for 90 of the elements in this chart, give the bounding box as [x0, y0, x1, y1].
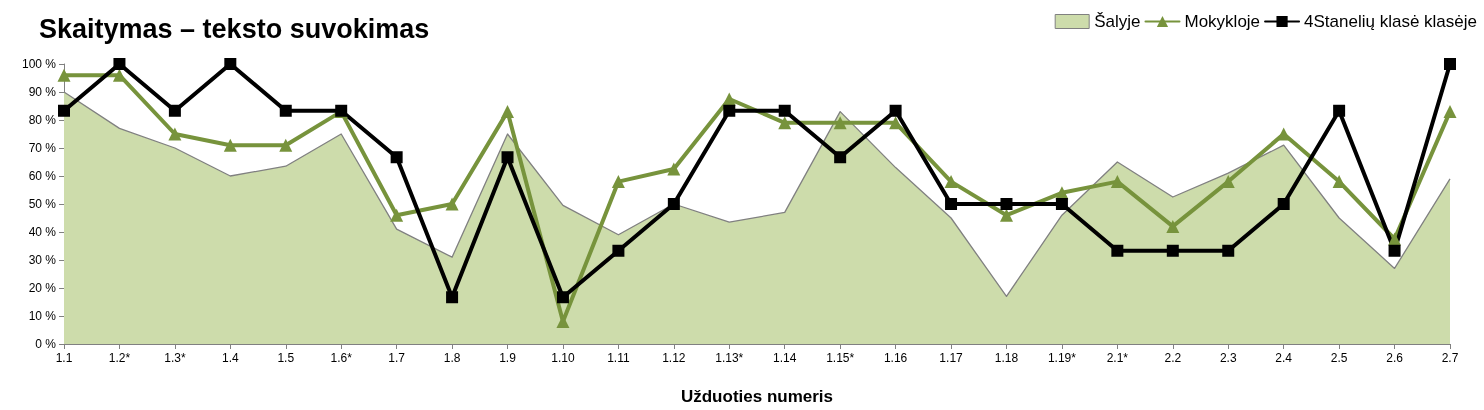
- point: [834, 151, 847, 164]
- point: [778, 104, 791, 117]
- point: [999, 208, 1013, 222]
- legend-label: 4Stanelių klasė klasėje: [1304, 12, 1478, 31]
- point: [1388, 244, 1401, 257]
- x-tick-label: 2.1*: [1106, 351, 1129, 365]
- point: [833, 116, 847, 130]
- y-tick-label: 100 %: [21, 57, 57, 71]
- x-tick-label: 2.4: [1275, 351, 1293, 365]
- point: [58, 104, 70, 117]
- x-tick-label: 1.4: [221, 351, 239, 365]
- x-tick-label: 2.5: [1330, 351, 1348, 365]
- x-tick-label: 1.14: [773, 351, 797, 365]
- x-tick-label: 1.3*: [164, 351, 186, 365]
- x-tick-label: 2.2: [1164, 351, 1182, 365]
- x-tick-label: 1.13*: [715, 351, 744, 365]
- y-tick-label: 0 %: [35, 337, 57, 351]
- y-tick-label: 10 %: [28, 309, 57, 323]
- point: [57, 68, 71, 82]
- point: [1110, 175, 1124, 189]
- x-tick-label: 1.18: [994, 351, 1019, 365]
- point: [223, 138, 237, 152]
- x-tick-label: 1.1: [55, 351, 73, 365]
- y-tick-label: 30 %: [28, 253, 57, 267]
- y-tick-label: 40 %: [28, 225, 57, 239]
- point: [279, 138, 293, 152]
- y-tick-label: 20 %: [28, 281, 57, 295]
- x-tick-label: 2.6: [1386, 351, 1404, 365]
- x-tick-label: 1.12: [662, 351, 686, 365]
- point: [667, 162, 681, 176]
- point: [945, 198, 958, 210]
- point: [168, 104, 181, 117]
- point: [390, 208, 404, 222]
- point: [1333, 104, 1346, 117]
- legend-label: Šalyje: [1094, 12, 1141, 31]
- x-tick-label: 1.7: [388, 351, 406, 365]
- x-tick-label: 1.2*: [108, 351, 131, 365]
- x-tick-label: 1.5: [277, 351, 295, 365]
- point: [723, 104, 736, 117]
- point: [1222, 244, 1235, 257]
- x-tick-label: 1.11: [607, 351, 630, 365]
- point: [1444, 58, 1456, 70]
- point: [446, 291, 459, 304]
- x-tick-label: 1.16: [883, 351, 908, 365]
- x-tick-label: 1.19*: [1047, 351, 1077, 365]
- point: [224, 58, 237, 70]
- point: [1277, 198, 1290, 210]
- point: [944, 175, 958, 189]
- y-tick-label: 70 %: [28, 141, 57, 155]
- x-tick-label: 1.9: [499, 351, 517, 365]
- point: [501, 105, 515, 119]
- point: [1277, 127, 1291, 141]
- point: [1166, 219, 1180, 233]
- x-tick-label: 1.8: [443, 351, 461, 365]
- point: [778, 116, 792, 130]
- point: [722, 92, 736, 106]
- point: [556, 291, 569, 304]
- x-tick-label: 2.3: [1219, 351, 1237, 365]
- point: [390, 151, 403, 164]
- point: [1388, 232, 1402, 246]
- point: [279, 104, 292, 117]
- point: [445, 197, 459, 211]
- point: [612, 244, 625, 257]
- point: [1055, 198, 1068, 210]
- y-tick-label: 80 %: [28, 113, 57, 127]
- x-tick-label: 1.17: [939, 351, 964, 365]
- x-axis-title: Užduoties numeris: [680, 387, 834, 406]
- point: [1443, 105, 1457, 119]
- x-tick-label: 1.10: [551, 351, 575, 365]
- y-tick-label: 60 %: [28, 169, 57, 183]
- x-tick-label: 2.7: [1441, 351, 1459, 365]
- chart-title: Skaitymas – teksto suvokimas: [39, 13, 430, 44]
- point: [1166, 244, 1179, 257]
- point: [1221, 175, 1235, 189]
- point: [168, 127, 182, 141]
- point: [113, 58, 126, 70]
- point: [1111, 244, 1124, 257]
- point: [1000, 198, 1013, 210]
- point: [1332, 175, 1346, 189]
- point: [667, 198, 680, 210]
- point: [889, 116, 903, 130]
- x-tick-label: 1.15*: [826, 351, 855, 365]
- x-tick-label: 1.6*: [330, 351, 353, 365]
- y-tick-label: 50 %: [28, 197, 57, 211]
- point: [112, 68, 126, 82]
- legend-label: Mokykloje: [1184, 12, 1261, 31]
- y-tick-label: 90 %: [28, 85, 57, 99]
- point: [501, 151, 514, 164]
- point: [611, 175, 625, 189]
- point: [889, 104, 902, 117]
